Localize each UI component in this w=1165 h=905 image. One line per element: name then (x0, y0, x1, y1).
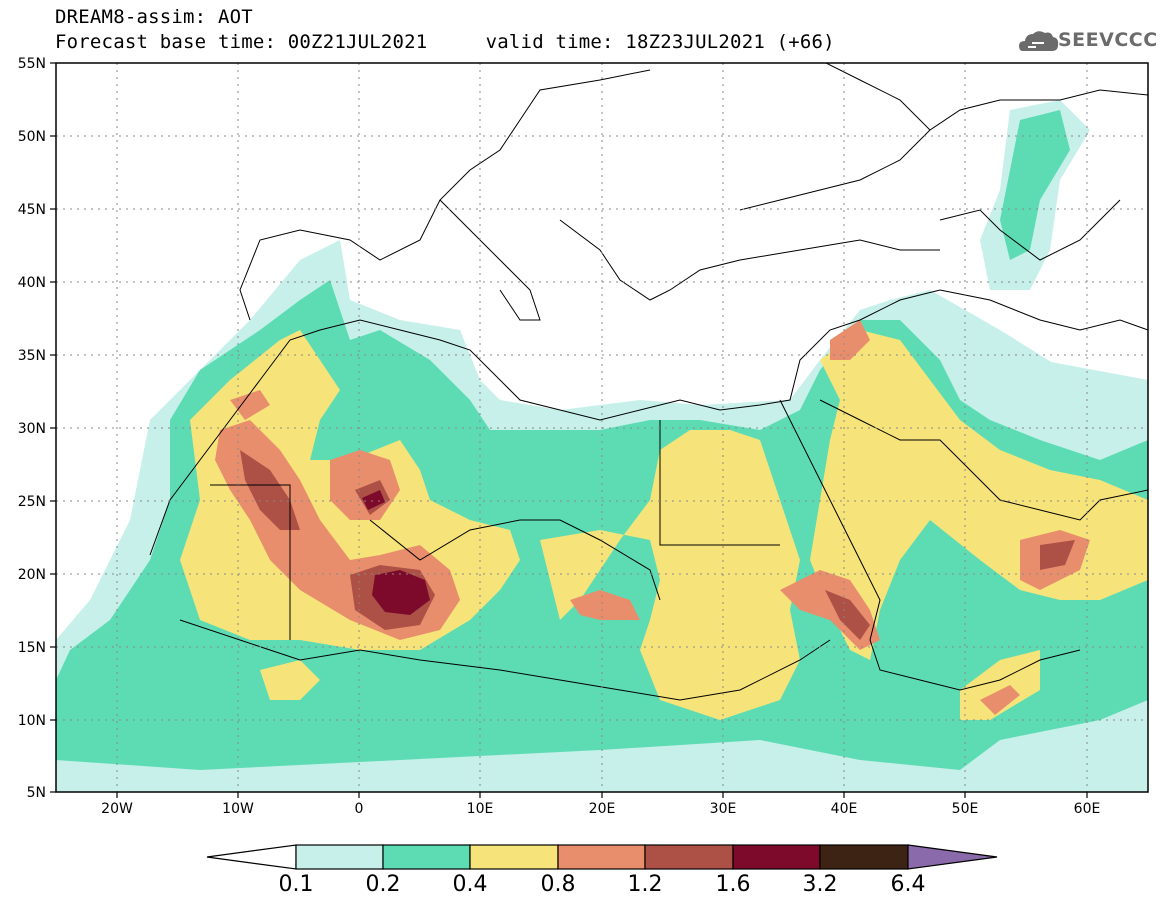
colorbar-label: 0.4 (453, 872, 488, 897)
lat-label: 20N (18, 567, 46, 583)
colorbar-swatch (907, 844, 998, 870)
colorbar-swatch (382, 844, 471, 870)
lat-label: 5N (27, 785, 46, 801)
lat-label: 25N (18, 494, 46, 510)
aot-band-1.6 (372, 570, 430, 615)
colorbar-label: 0.1 (279, 872, 314, 897)
forecast-time-line: Forecast base time: 00Z21JUL2021 valid t… (55, 31, 835, 53)
colorbar-swatch (557, 844, 646, 870)
lon-label: 60E (1074, 801, 1101, 817)
lat-label: 40N (18, 275, 46, 291)
colorbar: 0.1 0.2 0.4 0.8 1.2 1.6 3.2 6.4 (206, 844, 998, 897)
cloud-icon (1019, 31, 1059, 51)
lat-label: 10N (18, 713, 46, 729)
coastlines (149, 63, 1148, 701)
lat-label: 35N (18, 348, 46, 364)
colorbar-swatch (469, 844, 559, 870)
colorbar-label: 0.2 (366, 872, 401, 897)
colorbar-label: 1.2 (628, 872, 663, 897)
lat-label: 55N (18, 56, 46, 72)
colorbar-swatch (819, 844, 909, 870)
lat-label: 50N (18, 129, 46, 145)
lon-label: 30E (710, 801, 737, 817)
lon-label: 50E (952, 801, 979, 817)
colorbar-label: 1.6 (716, 872, 751, 897)
lon-label: 10E (467, 801, 494, 817)
colorbar-swatch (644, 844, 734, 870)
aot-band-1.2 (240, 450, 300, 530)
map-title: DREAM8-assim: AOT (55, 6, 253, 28)
colorbar-swatch (206, 844, 297, 870)
lat-label: 45N (18, 202, 46, 218)
lon-label: 20E (589, 801, 616, 817)
lon-label: 0 (355, 801, 364, 817)
colorbar-label: 0.8 (541, 872, 576, 897)
colorbar-label: 3.2 (803, 872, 838, 897)
colorbar-swatch (732, 844, 821, 870)
lat-label: 15N (18, 640, 46, 656)
colorbar-label: 6.4 (891, 872, 926, 897)
lon-label: 40E (831, 801, 858, 817)
logo-text: SEEVCCC (1058, 29, 1158, 51)
lat-label: 30N (18, 421, 46, 437)
lon-label: 10W (222, 801, 254, 817)
longitude-labels: 20W 10W 0 10E 20E 30E 40E 50E 60E (101, 801, 1100, 817)
latitude-labels: 55N 50N 45N 40N 35N 30N 25N 20N 15N 10N … (18, 56, 46, 801)
colorbar-swatch (295, 844, 384, 870)
lon-label: 20W (101, 801, 133, 817)
tick-marks (50, 62, 1088, 798)
grid-lines (56, 63, 1148, 792)
